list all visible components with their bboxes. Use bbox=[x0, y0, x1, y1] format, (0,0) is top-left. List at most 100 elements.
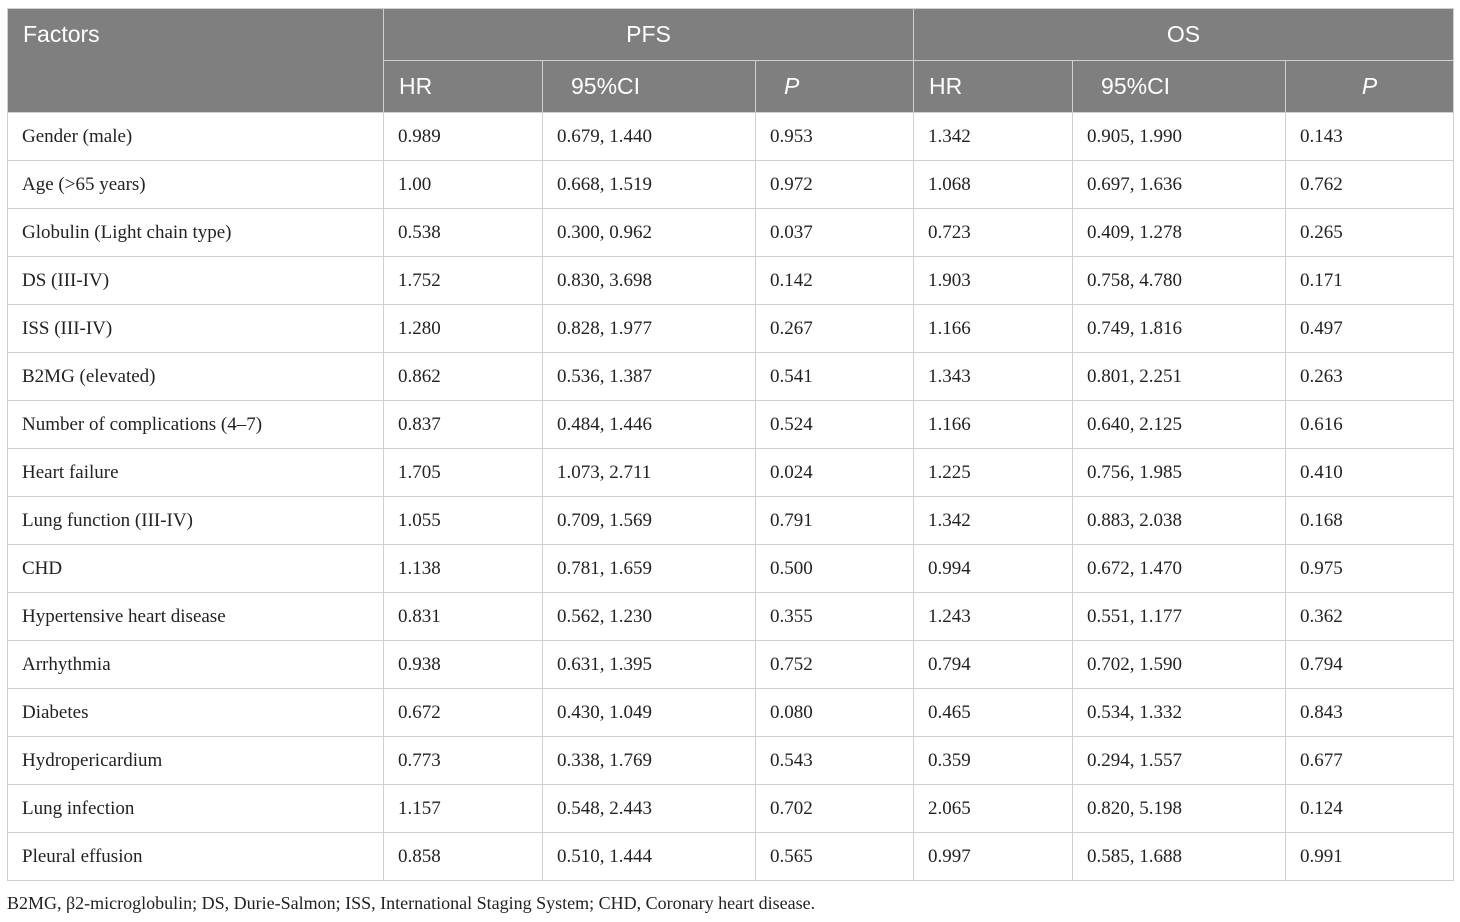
factor-cell: Hypertensive heart disease bbox=[7, 592, 384, 641]
os-p-cell: 0.143 bbox=[1285, 112, 1455, 161]
os-ci-cell: 0.294, 1.557 bbox=[1072, 736, 1287, 785]
pfs-hr-cell: 0.837 bbox=[383, 400, 543, 449]
table-row: Gender (male) 0.989 0.679, 1.440 0.953 1.342… bbox=[7, 112, 1455, 161]
os-hr-cell: 1.342 bbox=[913, 496, 1074, 545]
pfs-ci-cell: 0.668, 1.519 bbox=[542, 160, 756, 209]
os-p-cell: 0.362 bbox=[1285, 592, 1455, 641]
table-row: Globulin (Light chain type) 0.538 0.300, 0… bbox=[7, 208, 1455, 257]
header-row-groups: Factors PFS OS bbox=[7, 8, 1455, 113]
os-ci-cell: 0.756, 1.985 bbox=[1072, 448, 1287, 497]
pfs-hr-cell: 1.055 bbox=[383, 496, 543, 545]
pfs-hr-cell: 0.989 bbox=[383, 112, 543, 161]
table-row: CHD 1.138 0.781, 1.659 0.500 0.994 0.672, 1.4… bbox=[7, 544, 1455, 593]
table-row: ISS (III-IV) 1.280 0.828, 1.977 0.267 1.166 0… bbox=[7, 304, 1455, 353]
pfs-ci-cell: 0.679, 1.440 bbox=[542, 112, 756, 161]
os-p-cell: 0.677 bbox=[1285, 736, 1455, 785]
os-ci-cell: 0.820, 5.198 bbox=[1072, 784, 1287, 833]
os-hr-cell: 1.166 bbox=[913, 400, 1074, 449]
pfs-p-cell: 0.267 bbox=[754, 304, 915, 353]
pfs-p-cell: 0.355 bbox=[754, 592, 915, 641]
pfs-hr-cell: 1.157 bbox=[383, 784, 543, 833]
pfs-ci-cell: 0.338, 1.769 bbox=[542, 736, 756, 785]
factor-cell: Gender (male) bbox=[7, 112, 384, 161]
table-row: Heart failure 1.705 1.073, 2.711 0.024 1.225… bbox=[7, 448, 1455, 497]
pfs-p-cell: 0.702 bbox=[754, 784, 915, 833]
factor-cell: Heart failure bbox=[7, 448, 384, 497]
os-ci-cell: 0.697, 1.636 bbox=[1072, 160, 1287, 209]
factor-cell: Globulin (Light chain type) bbox=[7, 208, 384, 257]
os-ci-cell: 0.749, 1.816 bbox=[1072, 304, 1287, 353]
header-pfs-hr: HR bbox=[383, 60, 543, 113]
pfs-hr-cell: 0.672 bbox=[383, 688, 543, 737]
factor-cell: Pleural effusion bbox=[7, 832, 384, 881]
table-row: B2MG (elevated) 0.862 0.536, 1.387 0.541 1.3… bbox=[7, 352, 1455, 401]
pfs-p-cell: 0.024 bbox=[754, 448, 915, 497]
pfs-ci-cell: 0.562, 1.230 bbox=[542, 592, 756, 641]
os-hr-cell: 0.723 bbox=[913, 208, 1074, 257]
os-ci-cell: 0.801, 2.251 bbox=[1072, 352, 1287, 401]
pfs-p-cell: 0.142 bbox=[754, 256, 915, 305]
header-os-ci: 95%CI bbox=[1072, 60, 1287, 113]
pfs-hr-cell: 1.138 bbox=[383, 544, 543, 593]
table-row: Lung infection 1.157 0.548, 2.443 0.702 2.06… bbox=[7, 784, 1455, 833]
table-header: Factors PFS OS HR 95%CI P HR 95%CI P bbox=[7, 8, 1455, 113]
pfs-ci-cell: 0.548, 2.443 bbox=[542, 784, 756, 833]
os-hr-cell: 1.068 bbox=[913, 160, 1074, 209]
table-row: Age (>65 years) 1.00 0.668, 1.519 0.972 1.06… bbox=[7, 160, 1455, 209]
pfs-ci-cell: 0.536, 1.387 bbox=[542, 352, 756, 401]
factor-cell: Lung infection bbox=[7, 784, 384, 833]
pfs-ci-cell: 0.300, 0.962 bbox=[542, 208, 756, 257]
pfs-hr-cell: 0.773 bbox=[383, 736, 543, 785]
pfs-p-cell: 0.037 bbox=[754, 208, 915, 257]
table-row: Diabetes 0.672 0.430, 1.049 0.080 0.465 0.534… bbox=[7, 688, 1455, 737]
os-p-cell: 0.975 bbox=[1285, 544, 1455, 593]
header-factors: Factors bbox=[7, 8, 384, 113]
header-group-pfs: PFS bbox=[382, 8, 915, 61]
pfs-p-cell: 0.541 bbox=[754, 352, 915, 401]
os-ci-cell: 0.905, 1.990 bbox=[1072, 112, 1287, 161]
pfs-ci-cell: 0.781, 1.659 bbox=[542, 544, 756, 593]
os-hr-cell: 1.343 bbox=[913, 352, 1074, 401]
os-ci-cell: 0.640, 2.125 bbox=[1072, 400, 1287, 449]
pfs-ci-cell: 0.631, 1.395 bbox=[542, 640, 756, 689]
factor-cell: B2MG (elevated) bbox=[7, 352, 384, 401]
os-hr-cell: 1.243 bbox=[913, 592, 1074, 641]
pfs-p-cell: 0.524 bbox=[754, 400, 915, 449]
os-hr-cell: 0.465 bbox=[913, 688, 1074, 737]
factor-cell: Lung function (III-IV) bbox=[7, 496, 384, 545]
pfs-p-cell: 0.543 bbox=[754, 736, 915, 785]
pfs-ci-cell: 0.510, 1.444 bbox=[542, 832, 756, 881]
pfs-ci-cell: 0.709, 1.569 bbox=[542, 496, 756, 545]
os-p-cell: 0.762 bbox=[1285, 160, 1455, 209]
table-row: Pleural effusion 0.858 0.510, 1.444 0.565 0.… bbox=[7, 832, 1455, 881]
header-pfs-ci: 95%CI bbox=[542, 60, 756, 113]
os-hr-cell: 0.994 bbox=[913, 544, 1074, 593]
table-footnote: B2MG, β2-microglobulin; DS, Durie-Salmon… bbox=[7, 893, 816, 913]
pfs-p-cell: 0.080 bbox=[754, 688, 915, 737]
os-hr-cell: 1.903 bbox=[913, 256, 1074, 305]
factor-cell: Number of complications (4–7) bbox=[7, 400, 384, 449]
pfs-ci-cell: 0.430, 1.049 bbox=[542, 688, 756, 737]
os-p-cell: 0.171 bbox=[1285, 256, 1455, 305]
os-hr-cell: 0.997 bbox=[913, 832, 1074, 881]
table-row: Number of complications (4–7) 0.837 0.484,… bbox=[7, 400, 1455, 449]
os-hr-cell: 1.225 bbox=[913, 448, 1074, 497]
header-pfs-p: P bbox=[754, 60, 915, 113]
table-row: Lung function (III-IV) 1.055 0.709, 1.569 0… bbox=[7, 496, 1455, 545]
pfs-hr-cell: 1.280 bbox=[383, 304, 543, 353]
results-table-container: Factors PFS OS HR 95%CI P HR 95%CI P Gen… bbox=[7, 8, 1455, 881]
pfs-hr-cell: 0.831 bbox=[383, 592, 543, 641]
pfs-p-cell: 0.752 bbox=[754, 640, 915, 689]
table-row: Arrhythmia 0.938 0.631, 1.395 0.752 0.794 0.7… bbox=[7, 640, 1455, 689]
os-p-cell: 0.265 bbox=[1285, 208, 1455, 257]
cox-regression-table: Factors PFS OS HR 95%CI P HR 95%CI P Gen… bbox=[7, 8, 1455, 881]
pfs-p-cell: 0.953 bbox=[754, 112, 915, 161]
factor-cell: Hydropericardium bbox=[7, 736, 384, 785]
os-p-cell: 0.263 bbox=[1285, 352, 1455, 401]
pfs-hr-cell: 0.858 bbox=[383, 832, 543, 881]
factor-cell: Age (>65 years) bbox=[7, 160, 384, 209]
pfs-p-cell: 0.791 bbox=[754, 496, 915, 545]
pfs-p-cell: 0.565 bbox=[754, 832, 915, 881]
os-ci-cell: 0.672, 1.470 bbox=[1072, 544, 1287, 593]
os-hr-cell: 0.359 bbox=[913, 736, 1074, 785]
